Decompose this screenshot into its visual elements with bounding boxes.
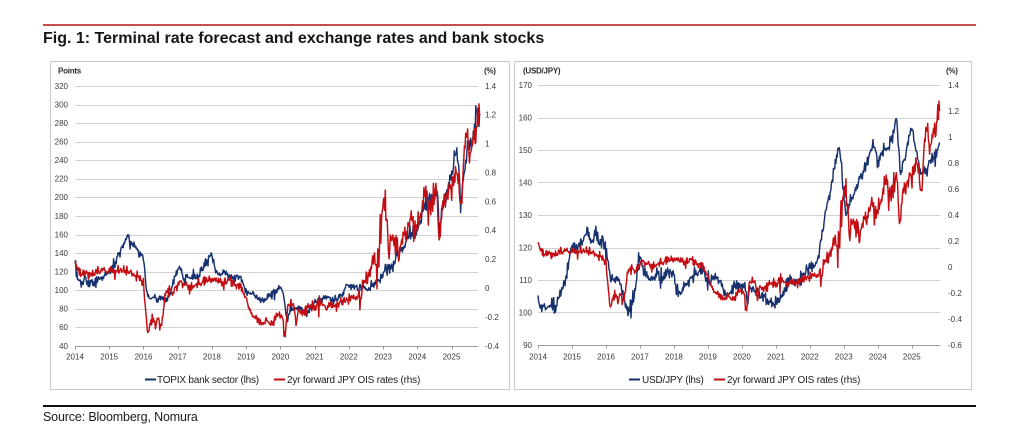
svg-text:320: 320	[55, 82, 69, 91]
svg-text:200: 200	[55, 193, 69, 202]
svg-text:220: 220	[55, 175, 69, 184]
svg-text:170: 170	[519, 81, 533, 90]
svg-text:TOPIX bank sector (lhs): TOPIX bank sector (lhs)	[157, 375, 259, 386]
svg-text:2017: 2017	[169, 353, 187, 362]
svg-text:100: 100	[519, 308, 533, 317]
svg-text:2yr forward JPY OIS rates (rhs: 2yr forward JPY OIS rates (rhs)	[727, 375, 860, 386]
svg-text:1.4: 1.4	[485, 82, 497, 91]
svg-text:1: 1	[485, 140, 490, 149]
svg-text:2yr forward JPY OIS rates (rhs: 2yr forward JPY OIS rates (rhs)	[287, 375, 420, 386]
svg-text:(%): (%)	[946, 67, 958, 76]
svg-text:-0.4: -0.4	[485, 342, 499, 351]
svg-text:300: 300	[55, 100, 69, 109]
svg-text:1.2: 1.2	[948, 107, 960, 116]
svg-text:2017: 2017	[631, 353, 649, 362]
svg-text:Points: Points	[58, 67, 82, 76]
svg-text:150: 150	[519, 146, 533, 155]
svg-text:1.2: 1.2	[485, 111, 497, 120]
svg-text:2019: 2019	[237, 353, 255, 362]
svg-text:2025: 2025	[443, 353, 461, 362]
svg-text:100: 100	[55, 286, 69, 295]
svg-text:60: 60	[59, 323, 68, 332]
svg-text:120: 120	[55, 268, 69, 277]
svg-text:180: 180	[55, 212, 69, 221]
svg-text:-0.2: -0.2	[485, 313, 499, 322]
svg-text:2022: 2022	[801, 353, 819, 362]
svg-text:2021: 2021	[767, 353, 785, 362]
svg-text:2020: 2020	[272, 353, 290, 362]
svg-text:2023: 2023	[835, 353, 853, 362]
svg-text:-0.6: -0.6	[948, 341, 962, 350]
svg-text:(USD/JPY): (USD/JPY)	[523, 67, 561, 76]
svg-text:USD/JPY (lhs): USD/JPY (lhs)	[642, 375, 704, 386]
svg-text:2014: 2014	[529, 353, 547, 362]
svg-text:140: 140	[55, 249, 69, 258]
svg-text:(%): (%)	[484, 67, 496, 76]
svg-text:2022: 2022	[340, 353, 358, 362]
svg-text:240: 240	[55, 156, 69, 165]
svg-text:2021: 2021	[306, 353, 324, 362]
svg-text:2015: 2015	[100, 353, 118, 362]
svg-text:-0.4: -0.4	[948, 315, 962, 324]
svg-text:0.2: 0.2	[485, 255, 497, 264]
svg-text:1.4: 1.4	[948, 81, 960, 90]
svg-text:2015: 2015	[563, 353, 581, 362]
svg-text:2025: 2025	[903, 353, 921, 362]
svg-text:2018: 2018	[203, 353, 221, 362]
svg-text:0.6: 0.6	[485, 197, 497, 206]
svg-text:130: 130	[519, 211, 533, 220]
svg-text:2019: 2019	[699, 353, 717, 362]
svg-text:2024: 2024	[869, 353, 887, 362]
svg-text:1: 1	[948, 133, 953, 142]
svg-text:280: 280	[55, 119, 69, 128]
svg-text:120: 120	[519, 243, 533, 252]
svg-text:0.4: 0.4	[948, 211, 960, 220]
svg-text:2020: 2020	[733, 353, 751, 362]
svg-text:0.4: 0.4	[485, 226, 497, 235]
svg-text:260: 260	[55, 138, 69, 147]
svg-text:0: 0	[485, 284, 490, 293]
svg-text:0.8: 0.8	[485, 169, 497, 178]
svg-text:160: 160	[55, 230, 69, 239]
svg-text:0.6: 0.6	[948, 185, 960, 194]
svg-text:80: 80	[59, 305, 68, 314]
svg-text:160: 160	[519, 113, 533, 122]
svg-text:2014: 2014	[66, 353, 84, 362]
svg-text:110: 110	[519, 276, 532, 285]
svg-text:90: 90	[523, 341, 532, 350]
svg-text:0.8: 0.8	[948, 159, 960, 168]
svg-text:2016: 2016	[597, 353, 615, 362]
svg-text:40: 40	[59, 342, 68, 351]
svg-text:-0.2: -0.2	[948, 289, 962, 298]
svg-text:2016: 2016	[135, 353, 153, 362]
svg-text:2024: 2024	[408, 353, 426, 362]
svg-text:0.2: 0.2	[948, 237, 960, 246]
svg-text:0: 0	[948, 263, 953, 272]
svg-text:2023: 2023	[374, 353, 392, 362]
svg-text:2018: 2018	[665, 353, 683, 362]
svg-text:140: 140	[519, 178, 533, 187]
